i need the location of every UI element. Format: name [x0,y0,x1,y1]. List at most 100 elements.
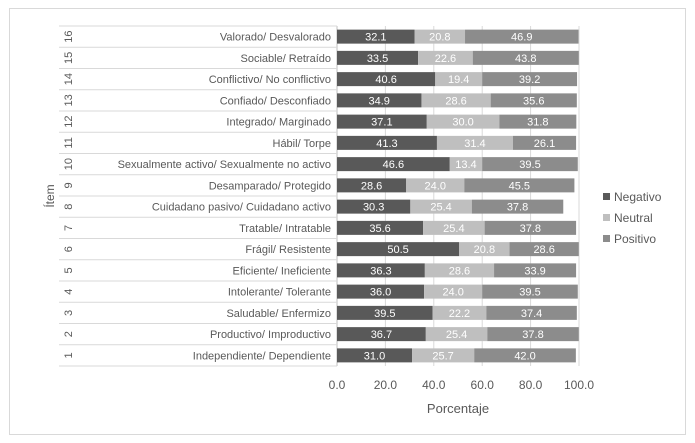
data-label: 41.3 [376,138,397,150]
bar-segment-neutral [459,242,510,257]
bar-segment-positivo [487,327,579,342]
item-number: 15 [63,52,75,64]
bar-segment-negativo [337,157,450,172]
data-label: 32.1 [365,32,386,44]
bar-segment-positivo [464,178,575,193]
bar-segment-negativo [337,50,419,65]
category-label: Intolerante/ Tolerante [228,287,331,299]
data-label: 43.8 [515,53,536,65]
x-tick-label: 60.0 [471,378,495,392]
data-label: 25.4 [443,223,464,235]
data-label: 19.4 [448,74,469,86]
bars: 32.1 20.8 46.9 33.5 22.6 43.8 40.6 19.4 39.2 34.9… [337,29,579,363]
x-tick-label: 100.0 [564,378,594,392]
bar-segment-neutral [424,263,495,278]
data-label: 13.4 [455,159,476,171]
item-number: 4 [63,289,75,295]
data-label: 33.9 [524,265,545,277]
bar-segment-neutral [436,135,513,150]
data-label: 31.0 [364,350,385,362]
data-label: 22.2 [449,308,470,320]
bar-segment-neutral [421,93,491,108]
category-label: Saludable/ Enfermizo [226,308,331,320]
bar-segment-positivo [512,135,577,150]
bar-segment-negativo [337,135,437,150]
item-number: 2 [63,331,75,337]
bar-segment-positivo [494,263,577,278]
data-label: 24.0 [442,287,463,299]
bar-segment-negativo [337,178,407,193]
x-tick-label: 40.0 [422,378,446,392]
category-label: Productivo/ Improductivo [210,329,331,341]
data-label: 39.5 [519,159,540,171]
bar-segment-neutral [410,199,472,214]
bar-segment-positivo [474,348,576,363]
item-number: 12 [63,116,75,128]
bar-segment-negativo [337,220,424,235]
legend-swatch-neutral [603,214,610,221]
data-label: 28.6 [449,265,470,277]
data-label: 36.3 [370,265,391,277]
category-label: Sexualmente activo/ Sexualmente no activ… [118,159,331,171]
bar-segment-negativo [337,29,415,44]
bar-segment-positivo [482,157,578,172]
bar-segment-positivo [472,50,579,65]
bar-segment-neutral [425,327,488,342]
legend-label: Negativo [614,190,662,204]
data-label: 25.7 [432,350,453,362]
data-label: 35.6 [523,95,544,107]
data-label: 35.6 [369,223,390,235]
bar-segment-negativo [337,242,460,257]
data-label: 36.0 [370,287,391,299]
legend-swatch-positivo [603,235,610,242]
bar-segment-negativo [337,263,425,278]
bar-segment-positivo [484,220,577,235]
bar-segment-neutral [449,157,483,172]
x-tick-label: 80.0 [519,378,543,392]
item-number: 1 [63,352,75,358]
bar-segment-negativo [337,93,422,108]
data-label: 22.6 [435,53,456,65]
bar-segment-neutral [426,114,500,129]
data-label: 40.6 [375,74,396,86]
data-label: 37.8 [507,202,528,214]
data-label: 28.6 [445,95,466,107]
x-axis-title: Porcentaje [427,401,489,416]
data-label: 30.0 [452,117,473,129]
bar-segment-positivo [465,29,579,44]
item-number: 3 [63,310,75,316]
data-label: 39.2 [519,74,540,86]
legend-label: Neutral [614,211,653,225]
data-label: 34.9 [369,95,390,107]
category-label: Integrado/ Marginado [226,117,331,129]
y-axis-title: Ítem [42,184,57,207]
category-label: Conflictivo/ No conflictivo [209,74,331,86]
data-label: 20.8 [429,32,450,44]
category-label: Independiente/ Dependiente [193,350,331,362]
legend: Negativo Neutral Positivo [603,190,662,246]
bar-segment-positivo [509,242,579,257]
bar-segment-positivo [482,72,578,87]
bar-segment-neutral [432,305,487,320]
bar-segment-neutral [435,72,483,87]
category-label: Frágil/ Resistente [245,244,331,256]
data-label: 50.5 [387,244,408,256]
bar-segment-positivo [482,284,578,299]
bar-segment-negativo [337,305,433,320]
bar-segment-positivo [486,305,577,320]
bar-segment-neutral [418,50,473,65]
data-label: 46.9 [511,32,532,44]
data-label: 31.8 [527,117,548,129]
category-label: Cuidadano pasivo/ Cuidadano activo [152,202,331,214]
category-label: Hábil/ Torpe [273,138,332,150]
bar-segment-negativo [337,348,413,363]
data-label: 24.0 [425,180,446,192]
data-label: 28.6 [533,244,554,256]
data-label: 36.7 [371,329,392,341]
bar-segment-negativo [337,199,411,214]
data-label: 39.5 [519,287,540,299]
data-label: 25.4 [446,329,467,341]
data-label: 20.8 [474,244,495,256]
